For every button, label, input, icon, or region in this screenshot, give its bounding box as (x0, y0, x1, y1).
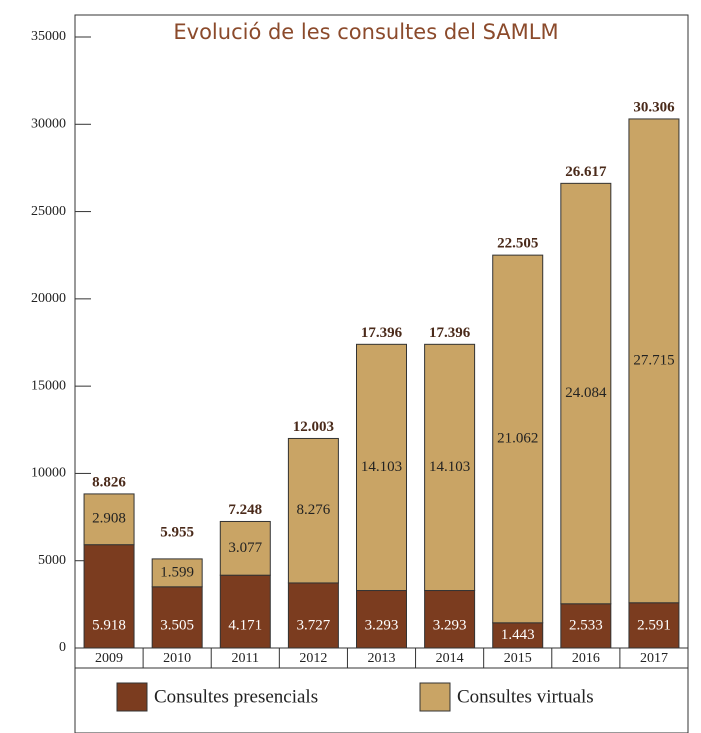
y-tick-label: 25000 (31, 204, 66, 219)
y-tick-label: 10000 (31, 466, 66, 481)
total-label: 17.396 (361, 325, 403, 341)
bar-segment (151, 558, 203, 588)
total-label: 17.396 (429, 325, 471, 341)
data-label: 14.103 (429, 459, 470, 475)
chart-title: Evolució de les consultes del SAMLM (173, 20, 558, 44)
total-label: 7.248 (228, 502, 262, 518)
data-label: 1.599 (160, 564, 194, 580)
y-tick-label: 0 (59, 640, 66, 655)
total-label: 22.505 (497, 236, 538, 252)
x-tick-label: 2009 (95, 651, 123, 666)
data-label: 1.443 (501, 627, 535, 643)
y-tick-label: 30000 (31, 117, 66, 132)
x-tick-label: 2017 (640, 651, 668, 666)
legend-swatch (116, 682, 148, 712)
y-tick-label: 20000 (31, 291, 66, 306)
data-label: 5.918 (92, 617, 126, 633)
x-tick-label: 2015 (504, 651, 532, 666)
x-tick-label: 2013 (368, 651, 396, 666)
y-tick-label: 15000 (31, 378, 66, 393)
y-tick-label: 5000 (38, 553, 66, 568)
bar-segment (628, 602, 680, 649)
y-tick-label: 35000 (31, 29, 66, 44)
x-tick-label: 2010 (163, 651, 191, 666)
bar-segment (356, 590, 407, 649)
data-label: 2.908 (92, 511, 126, 527)
bar-segment (356, 343, 407, 592)
data-label: 8.276 (297, 502, 331, 518)
data-label: 14.103 (361, 459, 402, 475)
data-label: 3.727 (297, 617, 331, 633)
bar-segment (560, 182, 612, 605)
total-label: 8.826 (92, 474, 126, 490)
data-label: 3.505 (160, 617, 194, 633)
legend-label: Consultes presencials (154, 686, 318, 707)
bar-segment (287, 437, 339, 584)
x-tick-label: 2011 (232, 651, 259, 666)
bar-segment (219, 520, 271, 576)
bar-segment (287, 582, 339, 649)
data-label: 4.171 (228, 617, 262, 633)
total-label: 30.306 (633, 99, 675, 115)
x-tick-label: 2014 (436, 651, 464, 666)
legend-swatch (419, 682, 451, 712)
x-tick-label: 2012 (299, 651, 327, 666)
bar-segment (83, 493, 135, 546)
data-label: 3.077 (228, 540, 262, 556)
data-label: 24.084 (565, 385, 607, 401)
bar-segment (83, 544, 135, 649)
data-label: 3.293 (433, 617, 467, 633)
total-label: 5.955 (160, 524, 194, 540)
data-label: 2.591 (637, 617, 671, 633)
total-label: 26.617 (565, 164, 607, 180)
data-label: 21.062 (497, 430, 538, 446)
total-label: 12.003 (293, 419, 334, 435)
bar-segment (424, 343, 476, 592)
legend-label: Consultes virtuals (457, 686, 594, 707)
bar-segment (219, 574, 271, 649)
bar-segment (424, 590, 476, 649)
data-label: 3.293 (365, 617, 399, 633)
bar-segment (492, 254, 544, 624)
bar-segment (628, 118, 680, 604)
data-label: 2.533 (569, 617, 603, 633)
frame (74, 14, 689, 733)
data-label: 27.715 (633, 352, 674, 368)
x-tick-label: 2016 (572, 651, 600, 666)
